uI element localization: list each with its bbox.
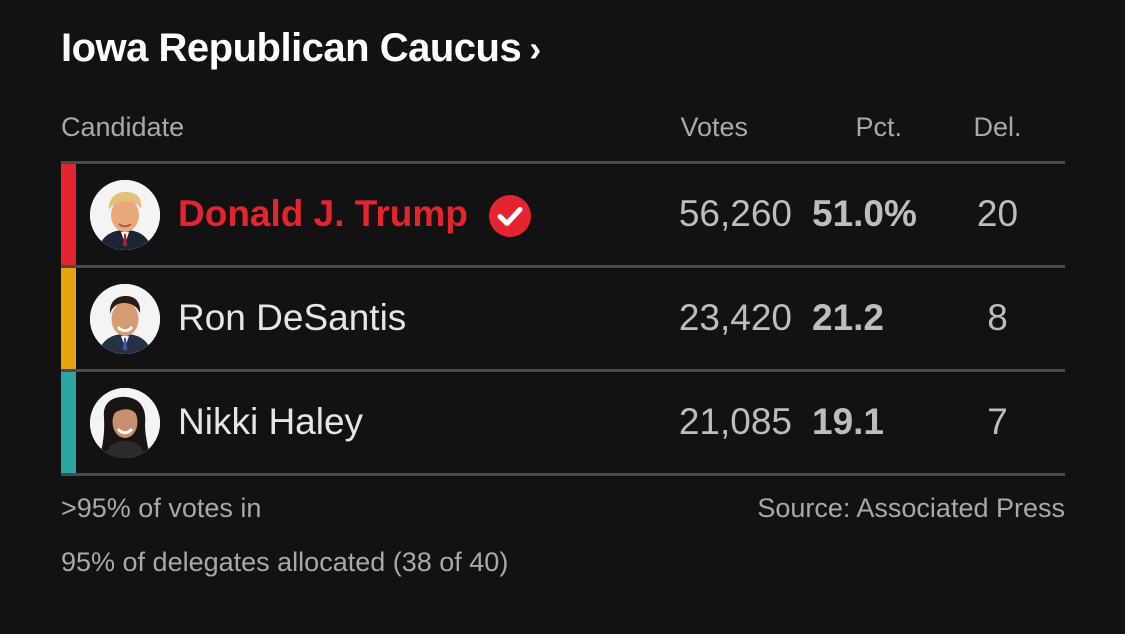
page-title[interactable]: Iowa Republican Caucus › [61,26,541,71]
page-title-text: Iowa Republican Caucus [61,26,522,70]
column-header-del: Del. [973,112,1022,142]
table-row-desantis: Ron DeSantis 23,420 21.2 8 [61,268,1065,372]
table-row-haley: Nikki Haley 21,085 19.1 7 [61,372,1065,476]
candidate-votes: 56,260 [678,193,792,234]
avatar [90,388,160,458]
candidate-delegates: 8 [987,297,1008,338]
candidate-color-bar [61,372,76,473]
candidate-votes: 21,085 [678,401,792,442]
candidate-pct: 21.2 [812,297,885,338]
votes-reporting-note: >95% of votes in [61,493,262,523]
candidate-delegates: 20 [976,193,1019,234]
candidate-color-bar [61,164,76,265]
column-header-pct: Pct. [855,112,902,142]
candidate-name: Donald J. Trump [178,193,468,234]
candidate-name: Nikki Haley [178,401,364,442]
delegates-allocated-note: 95% of delegates allocated (38 of 40) [61,547,509,577]
column-header-candidate: Candidate [61,112,185,142]
source-note: Source: Associated Press [757,493,1065,523]
candidate-color-bar [61,268,76,369]
results-table: Donald J. Trump 56,260 51.0% 20 Ron DeSa… [61,161,1065,476]
chevron-right-icon: › [529,28,541,69]
table-top-rule [61,161,1065,164]
candidate-votes: 23,420 [678,297,792,338]
candidate-pct: 19.1 [812,401,885,442]
column-header-votes: Votes [680,112,748,142]
candidate-name: Ron DeSantis [178,297,407,338]
candidate-delegates: 7 [987,401,1008,442]
check-circle-icon [489,195,531,237]
avatar [90,180,160,250]
avatar [90,284,160,354]
table-row-trump: Donald J. Trump 56,260 51.0% 20 [61,164,1065,268]
candidate-pct: 51.0% [812,193,917,234]
